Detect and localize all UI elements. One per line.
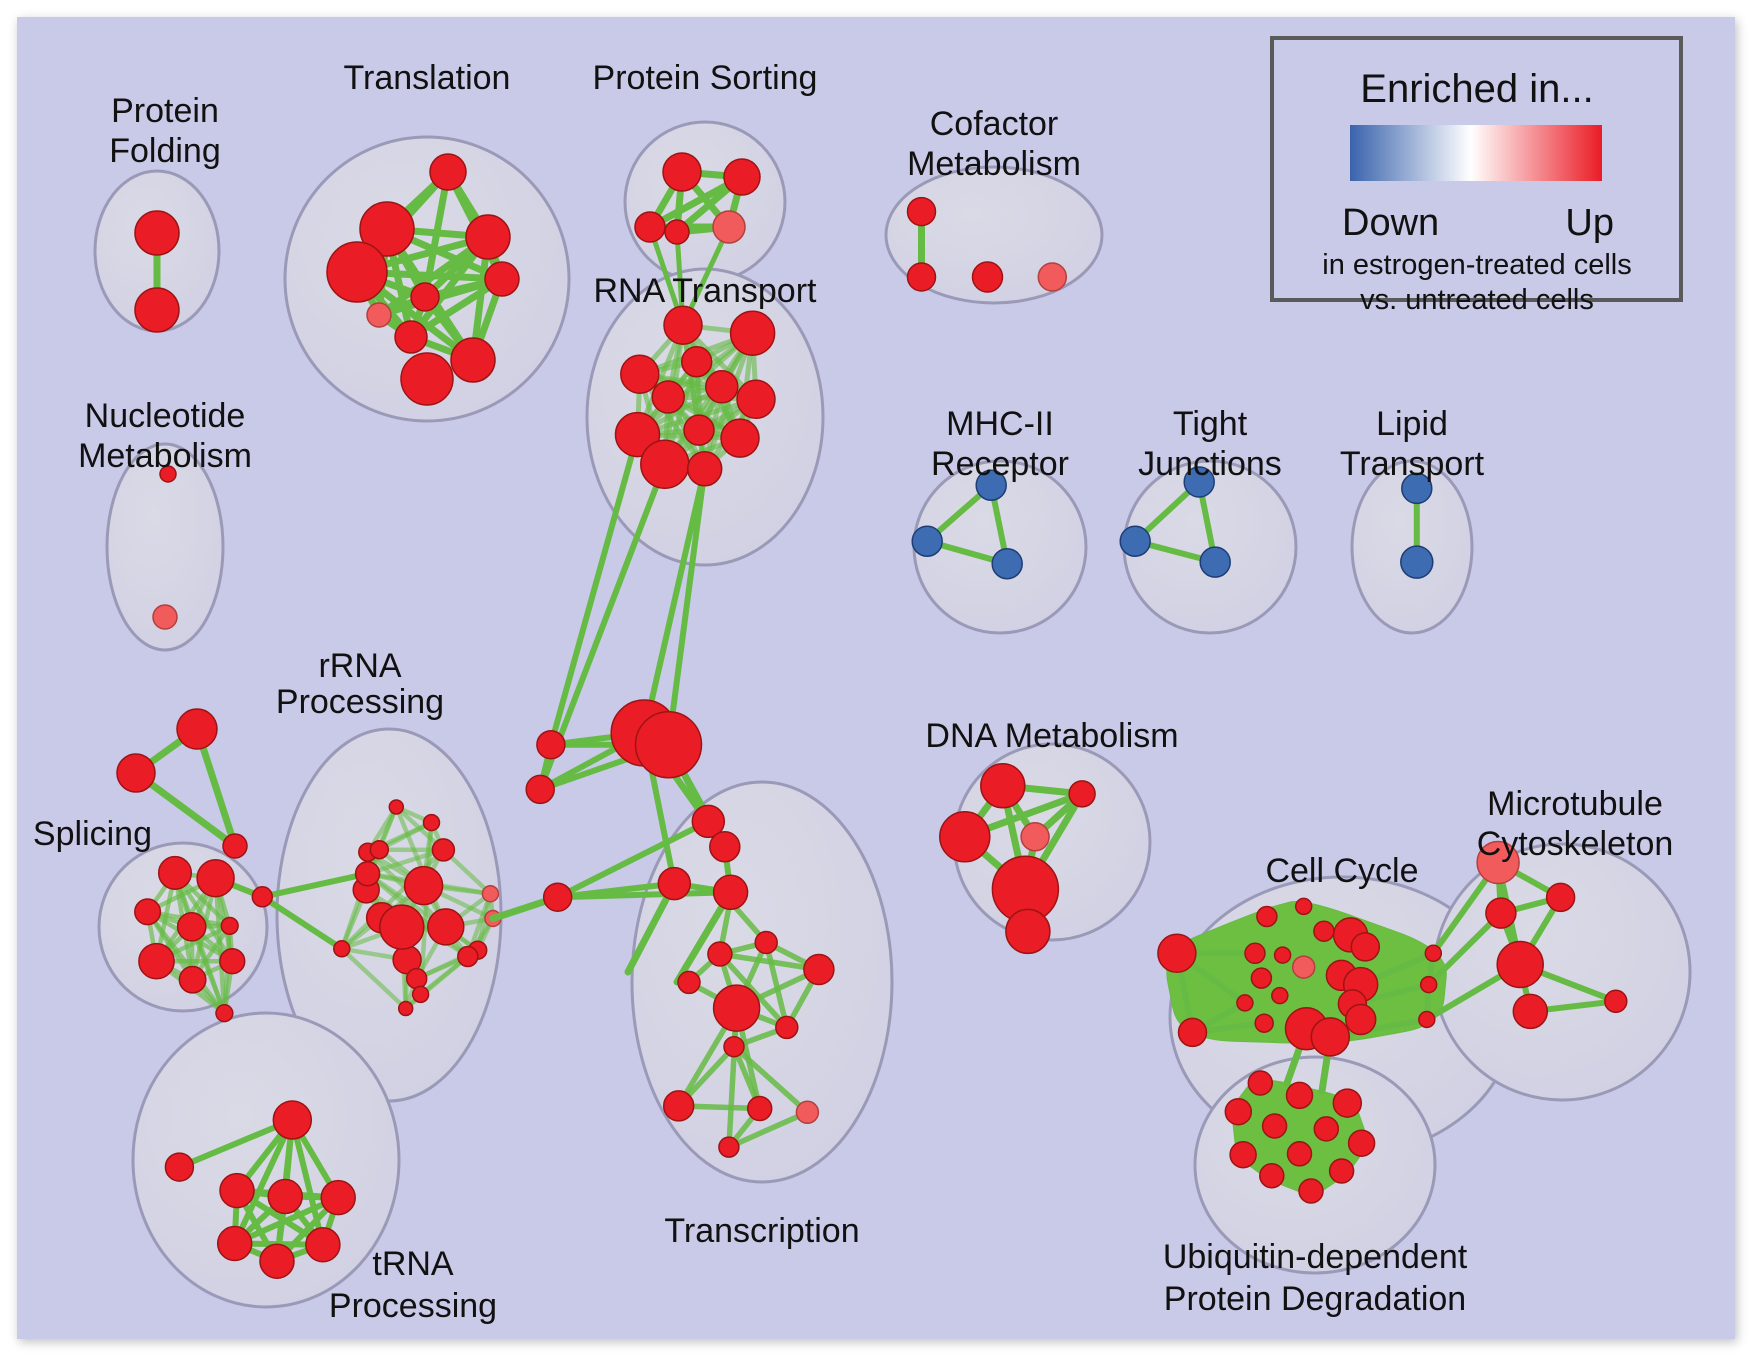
- svg-text:Cell Cycle: Cell Cycle: [1265, 852, 1418, 890]
- svg-text:MHC-II: MHC-II: [946, 405, 1054, 443]
- svg-text:Transcription: Transcription: [664, 1212, 859, 1250]
- svg-text:Cytoskeleton: Cytoskeleton: [1477, 825, 1674, 863]
- svg-text:Junctions: Junctions: [1138, 445, 1282, 483]
- svg-text:Processing: Processing: [276, 683, 444, 721]
- svg-text:Receptor: Receptor: [931, 445, 1069, 483]
- svg-text:rRNA: rRNA: [318, 647, 401, 685]
- svg-text:Tight: Tight: [1173, 405, 1248, 443]
- svg-text:Folding: Folding: [109, 132, 221, 170]
- svg-text:vs. untreated cells: vs. untreated cells: [1360, 284, 1594, 316]
- svg-text:Ubiquitin-dependent: Ubiquitin-dependent: [1163, 1238, 1468, 1276]
- svg-text:RNA Transport: RNA Transport: [594, 272, 818, 310]
- svg-text:Lipid: Lipid: [1376, 405, 1448, 443]
- svg-text:tRNA: tRNA: [372, 1245, 454, 1283]
- svg-text:Up: Up: [1565, 202, 1614, 244]
- svg-text:Protein Degradation: Protein Degradation: [1164, 1280, 1466, 1318]
- svg-text:Metabolism: Metabolism: [78, 437, 252, 475]
- svg-text:DNA Metabolism: DNA Metabolism: [925, 717, 1178, 755]
- svg-text:Cofactor: Cofactor: [930, 105, 1059, 143]
- svg-text:Transport: Transport: [1340, 445, 1485, 483]
- svg-text:Nucleotide: Nucleotide: [85, 397, 246, 435]
- svg-text:in estrogen-treated cells: in estrogen-treated cells: [1322, 249, 1632, 281]
- svg-text:Translation: Translation: [344, 59, 511, 97]
- svg-text:Metabolism: Metabolism: [907, 145, 1081, 183]
- svg-text:Microtubule: Microtubule: [1487, 785, 1663, 823]
- svg-text:Splicing: Splicing: [33, 815, 152, 853]
- svg-text:Protein Sorting: Protein Sorting: [593, 59, 818, 97]
- svg-text:Protein: Protein: [111, 92, 219, 130]
- svg-text:Down: Down: [1342, 202, 1439, 244]
- svg-text:Processing: Processing: [329, 1287, 497, 1325]
- svg-text:Enriched in...: Enriched in...: [1360, 67, 1593, 111]
